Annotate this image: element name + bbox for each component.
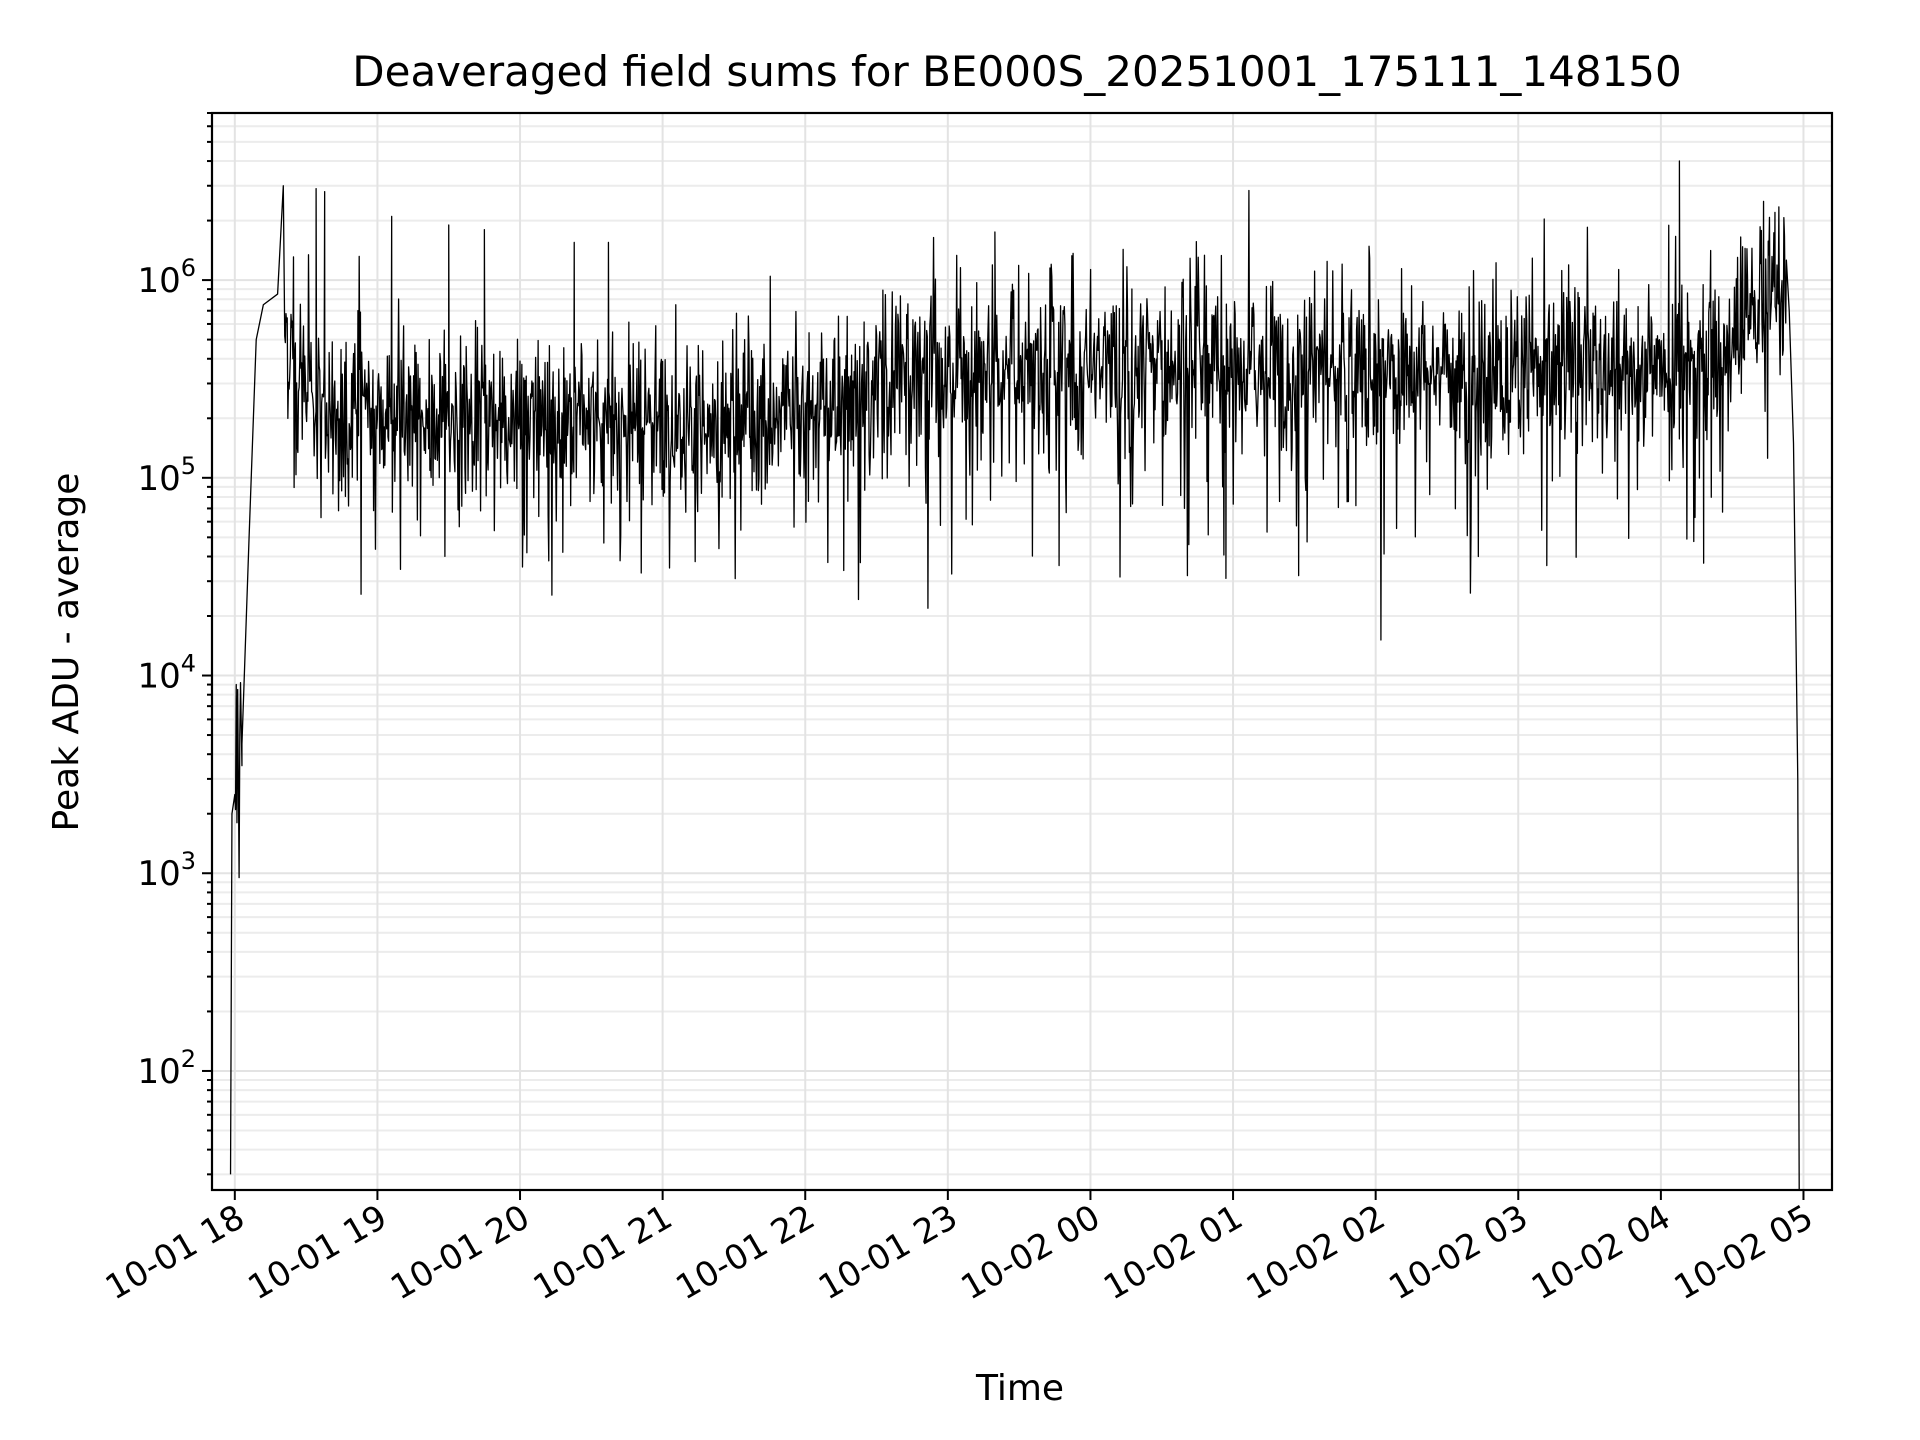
y-tick-label-base: 10 bbox=[137, 261, 180, 301]
y-tick-label: 103 bbox=[137, 847, 196, 894]
y-tick-label-base: 10 bbox=[137, 854, 180, 894]
y-tick-label-base: 10 bbox=[137, 1052, 180, 1092]
y-axis-label: Peak ADU - average bbox=[46, 473, 87, 832]
chart-title: Deaveraged field sums for BE000S_2025100… bbox=[352, 47, 1681, 96]
series-line-field-sums bbox=[229, 160, 1800, 1191]
y-tick-label-exponent: 4 bbox=[181, 650, 196, 678]
y-tick-label-exponent: 2 bbox=[181, 1045, 196, 1073]
y-tick-label-exponent: 5 bbox=[181, 452, 196, 480]
plot-frame bbox=[210, 111, 1834, 1192]
y-tick-label-exponent: 6 bbox=[181, 254, 196, 282]
y-tick-label: 105 bbox=[137, 452, 196, 499]
y-tick-label: 106 bbox=[137, 254, 196, 301]
y-tick-label: 102 bbox=[137, 1045, 196, 1092]
x-axis-label: Time bbox=[975, 1368, 1064, 1409]
y-tick-label-exponent: 3 bbox=[181, 847, 196, 875]
y-tick-label-base: 10 bbox=[137, 657, 180, 697]
series-layer bbox=[229, 160, 1800, 1191]
y-tick-label: 104 bbox=[137, 650, 196, 697]
y-tick-label-base: 10 bbox=[137, 459, 180, 499]
